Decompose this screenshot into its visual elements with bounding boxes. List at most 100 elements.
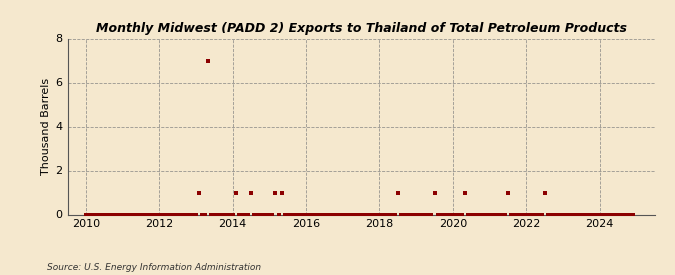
Point [512,212,522,217]
Point [551,212,562,217]
Point [142,212,153,217]
Point [252,212,263,217]
Point [570,212,580,217]
Point [151,212,161,217]
Point [493,212,504,217]
Point [120,212,131,217]
Point [619,212,630,217]
Point [169,212,180,217]
Point [282,212,293,217]
Point [597,212,608,217]
Point [588,212,599,217]
Point [417,212,428,217]
Point [163,212,174,217]
Point [454,212,464,217]
Point [84,212,95,217]
Point [389,212,400,217]
Point [310,212,321,217]
Point [132,212,143,217]
Point [487,212,498,217]
Point [148,212,159,217]
Point [386,212,397,217]
Point [319,212,330,217]
Point [230,190,241,195]
Point [176,212,186,217]
Point [392,190,403,195]
Point [579,212,590,217]
Point [408,212,418,217]
Point [591,212,602,217]
Point [350,212,360,217]
Point [202,58,213,63]
Y-axis label: Thousand Barrels: Thousand Barrels [41,78,51,175]
Point [625,212,636,217]
Point [334,212,345,217]
Point [582,212,593,217]
Point [200,212,211,217]
Point [286,212,296,217]
Point [448,212,458,217]
Point [368,212,379,217]
Point [527,212,538,217]
Point [288,212,299,217]
Point [325,212,336,217]
Point [248,212,259,217]
Point [402,212,412,217]
Point [466,212,477,217]
Point [215,212,226,217]
Point [607,212,618,217]
Title: Monthly Midwest (PADD 2) Exports to Thailand of Total Petroleum Products: Monthly Midwest (PADD 2) Exports to Thai… [96,21,626,35]
Point [105,212,115,217]
Point [172,212,183,217]
Point [166,212,177,217]
Point [206,212,217,217]
Point [196,212,207,217]
Point [188,212,198,217]
Point [585,212,596,217]
Point [509,212,520,217]
Point [441,212,452,217]
Point [304,212,315,217]
Point [469,212,480,217]
Point [102,212,113,217]
Point [138,212,149,217]
Point [338,212,348,217]
Point [414,212,425,217]
Point [610,212,620,217]
Point [380,212,391,217]
Point [616,212,626,217]
Point [490,212,501,217]
Point [307,212,318,217]
Point [383,212,394,217]
Point [209,212,220,217]
Point [576,212,587,217]
Point [515,212,526,217]
Point [157,212,167,217]
Point [362,212,373,217]
Point [234,212,244,217]
Point [80,212,91,217]
Point [500,212,510,217]
Point [444,212,455,217]
Point [555,212,566,217]
Point [294,212,305,217]
Point [533,212,544,217]
Point [377,212,388,217]
Point [154,212,165,217]
Point [404,212,415,217]
Point [438,212,449,217]
Point [561,212,572,217]
Point [236,212,247,217]
Point [429,190,440,195]
Point [457,212,468,217]
Point [331,212,342,217]
Point [435,212,446,217]
Point [261,212,272,217]
Point [108,212,119,217]
Point [601,212,612,217]
Point [594,212,605,217]
Point [481,212,492,217]
Point [450,212,461,217]
Point [613,212,624,217]
Point [463,212,474,217]
